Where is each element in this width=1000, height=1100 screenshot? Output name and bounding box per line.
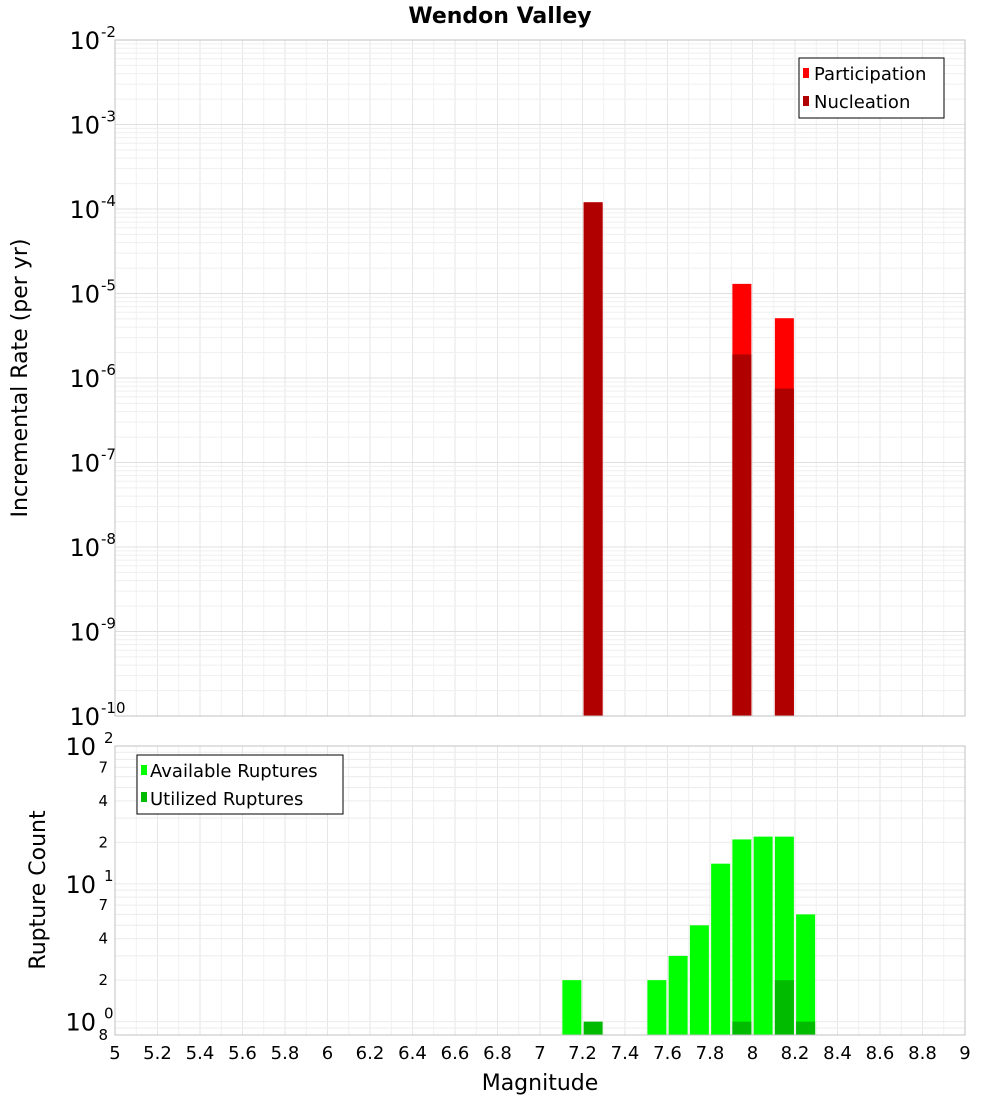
available-ruptures-bar [796, 914, 816, 1035]
x-tick-label: 6.2 [356, 1043, 385, 1064]
legend-swatch-nucleation [803, 96, 809, 106]
x-tick-label: 5.6 [228, 1043, 257, 1064]
x-tick-label: 5.8 [271, 1043, 300, 1064]
x-tick-label: 6.6 [441, 1043, 470, 1064]
y-tick-label: 10 [69, 112, 100, 140]
x-axis-label: Magnitude [482, 1071, 599, 1096]
nucleation-bar [732, 354, 752, 716]
x-tick-labels: 5 5.2 5.4 5.6 5.8 6 6.2 6.4 6.6 6.8 7 7.2 7.4 7.6 7.8 8… [109, 1043, 970, 1064]
nucleation-bar [583, 202, 603, 716]
y-minor-tick-label: 4 [98, 930, 108, 948]
y-tick-label: 10 [69, 619, 100, 647]
y-tick-label: 10 [69, 450, 100, 478]
top-legend: Participation Nucleation [798, 57, 945, 119]
x-tick-label: 6 [322, 1043, 333, 1064]
y-tick-exponent: 2 [104, 729, 114, 747]
y-tick-label: 10 [69, 534, 100, 562]
x-tick-label: 8.2 [781, 1043, 810, 1064]
top-plot-frame [114, 39, 966, 717]
y-tick-exponent: -2 [101, 23, 116, 41]
available-ruptures-bar [647, 980, 667, 1035]
x-tick-label: 5.4 [186, 1043, 215, 1064]
x-tick-label: 9 [959, 1043, 970, 1064]
x-tick-label: 5 [109, 1043, 120, 1064]
available-ruptures-bar [753, 836, 773, 1035]
x-tick-label: 7.4 [611, 1043, 640, 1064]
x-tick-label: 6.8 [483, 1043, 512, 1064]
legend-available-ruptures: Available Ruptures [150, 761, 318, 782]
x-tick-label: 8.6 [866, 1043, 895, 1064]
y-minor-tick-label: 7 [98, 896, 108, 914]
x-tick-label: 8.4 [823, 1043, 852, 1064]
available-ruptures-bar [711, 863, 731, 1035]
y-tick-label: 10 [69, 196, 100, 224]
x-tick-label: 7.6 [653, 1043, 682, 1064]
y-tick-label: 10 [65, 733, 96, 761]
y-minor-tick-label: 2 [98, 971, 108, 989]
y-tick-label: 10 [65, 1009, 96, 1037]
utilized-ruptures-bar [796, 1021, 816, 1035]
x-tick-label: 8.8 [908, 1043, 937, 1064]
legend-swatch-available [141, 765, 147, 775]
y-minor-tick-label: 8 [98, 1026, 108, 1044]
y-tick-exponent: -3 [101, 108, 116, 126]
y-tick-exponent: -8 [101, 530, 116, 548]
bottom-y-tick-labels: 10 0 10 1 10 2 8 2 4 7 2 4 7 [65, 729, 113, 1044]
y-tick-exponent: -4 [101, 192, 116, 210]
legend-participation: Participation [814, 64, 926, 85]
x-tick-label: 7.8 [696, 1043, 725, 1064]
bottom-legend: Available Ruptures Utilized Ruptures [136, 754, 344, 815]
bottom-y-axis-label: Rupture Count [26, 810, 51, 970]
top-grid [114, 40, 966, 717]
y-tick-exponent: -5 [101, 277, 116, 295]
utilized-ruptures-bar [583, 1021, 603, 1035]
y-tick-label: 10 [69, 281, 100, 309]
available-ruptures-bar [668, 955, 688, 1035]
y-tick-label: 10 [69, 365, 100, 393]
available-ruptures-bar [732, 839, 752, 1035]
x-tick-label: 5.2 [143, 1043, 172, 1064]
y-tick-exponent: -6 [101, 361, 116, 379]
available-ruptures-bar [689, 925, 709, 1035]
legend-swatch-participation [803, 68, 809, 78]
bottom-bars [562, 836, 816, 1035]
y-tick-exponent: -9 [101, 615, 116, 633]
y-tick-label: 10 [65, 871, 96, 899]
y-minor-tick-label: 7 [98, 758, 108, 776]
legend-nucleation: Nucleation [814, 92, 910, 113]
x-tick-label: 7.2 [568, 1043, 597, 1064]
y-minor-tick-label: 2 [98, 833, 108, 851]
x-tick-label: 7 [534, 1043, 545, 1064]
legend-utilized-ruptures: Utilized Ruptures [150, 789, 303, 810]
utilized-ruptures-bar [774, 980, 794, 1035]
bottom-plot-frame [114, 745, 966, 1036]
top-y-axis-label: Incremental Rate (per yr) [8, 239, 33, 518]
y-tick-exponent: 1 [104, 867, 114, 885]
top-legend-box [798, 57, 945, 119]
bottom-legend-box [136, 754, 344, 815]
chart-title: Wendon Valley [408, 4, 591, 29]
available-ruptures-bar [562, 980, 582, 1035]
utilized-ruptures-bar [732, 1021, 752, 1035]
y-minor-tick-label: 4 [98, 792, 108, 810]
y-tick-exponent: -7 [101, 446, 116, 464]
nucleation-bar [774, 388, 794, 716]
y-tick-label: 10 [69, 703, 100, 731]
y-tick-exponent: -10 [101, 699, 126, 717]
y-tick-label: 10 [69, 27, 100, 55]
x-tick-label: 8 [747, 1043, 758, 1064]
legend-swatch-utilized [141, 792, 147, 802]
y-tick-exponent: 0 [104, 1005, 114, 1023]
top-bars [583, 202, 794, 716]
x-tick-label: 6.4 [398, 1043, 427, 1064]
